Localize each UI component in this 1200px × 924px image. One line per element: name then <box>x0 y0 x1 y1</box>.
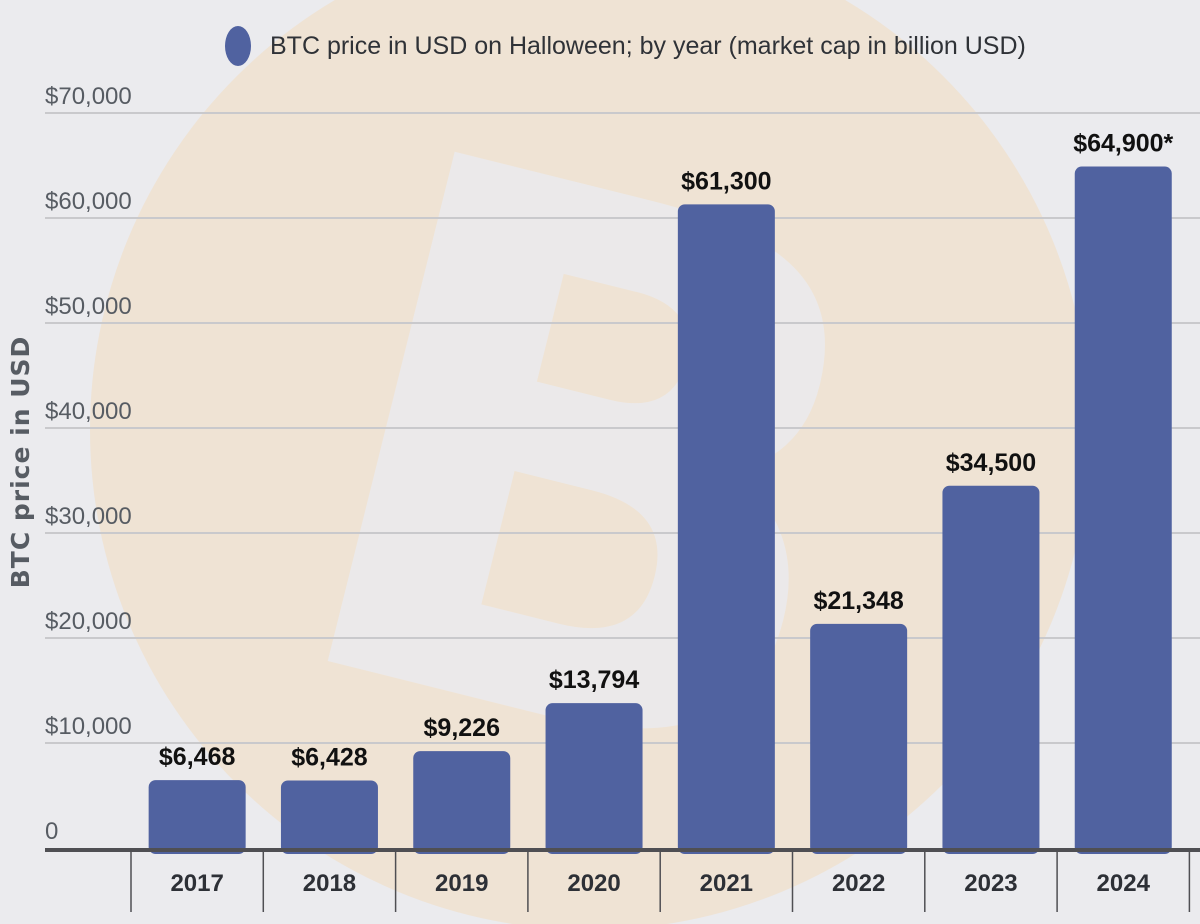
bar <box>413 751 511 854</box>
bar <box>677 204 775 855</box>
x-tick-label: 2020 <box>567 870 620 897</box>
bar <box>148 780 246 854</box>
y-tick-label: $70,000 <box>45 83 132 110</box>
y-tick-label: $60,000 <box>45 188 132 215</box>
data-label: $34,500 <box>946 449 1036 477</box>
data-label: $9,226 <box>424 714 500 742</box>
x-tick-label: 2023 <box>964 870 1017 897</box>
y-tick-label: $20,000 <box>45 608 132 635</box>
data-label: $6,468 <box>159 743 236 771</box>
x-tick-label: 2021 <box>700 870 753 897</box>
x-tick-label: 2024 <box>1097 870 1151 897</box>
data-labels: $6,468 $6,428 $9,226 $13,794 $61,300 $21,348 $… <box>159 130 1174 772</box>
y-tick-labels: 0 $10,000 $20,000 $30,000 $40,000 $50,000 $60,… <box>45 83 132 845</box>
x-tick-label: 2022 <box>832 870 885 897</box>
bar <box>280 780 378 854</box>
bar <box>942 485 1040 854</box>
data-label: $21,348 <box>813 587 903 615</box>
y-tick-label: $40,000 <box>45 398 132 425</box>
legend-label: BTC price in USD on Halloween; by year (… <box>270 32 1026 60</box>
x-tick-label: 2019 <box>435 870 488 897</box>
bar <box>810 623 908 854</box>
legend-marker <box>225 26 251 66</box>
y-tick-label: 0 <box>45 818 58 845</box>
data-label: $64,900* <box>1073 130 1173 158</box>
bars <box>148 166 1172 855</box>
data-label: $61,300 <box>681 167 771 195</box>
x-axis: 2017 2018 2019 2020 2021 2022 2023 2024 <box>45 848 1200 912</box>
y-tick-label: $10,000 <box>45 713 132 740</box>
legend: BTC price in USD on Halloween; by year (… <box>225 26 1026 66</box>
data-label: $13,794 <box>549 666 639 694</box>
y-tick-label: $30,000 <box>45 503 132 530</box>
y-axis-label: BTC price in USD <box>6 336 35 589</box>
bar <box>1074 166 1172 855</box>
x-tick-label: 2018 <box>303 870 356 897</box>
x-tick-label: 2017 <box>170 870 223 897</box>
bar <box>545 703 643 854</box>
y-tick-label: $50,000 <box>45 293 132 320</box>
data-label: $6,428 <box>291 744 368 772</box>
